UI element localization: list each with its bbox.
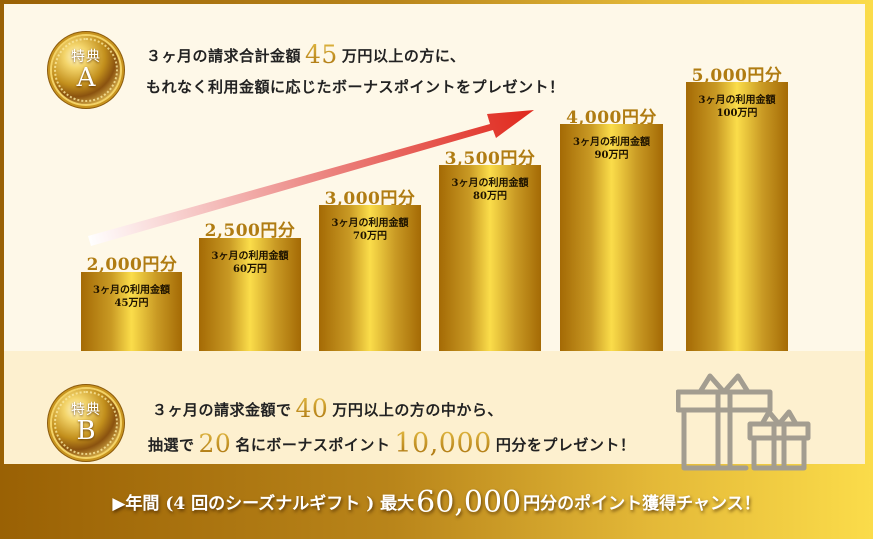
benefit-a-line1: ３ヶ月の請求合計金額 45 万円以上の方に、: [146, 40, 465, 69]
bar-amount: 90万円: [594, 150, 629, 161]
bar-45: 3ヶ月の利用金額 45万円: [81, 272, 182, 351]
points-highlight: 10,000: [394, 428, 492, 459]
amount-highlight: 40: [295, 394, 329, 423]
bar-amount: 80万円: [473, 191, 507, 202]
winners-highlight: 20: [198, 429, 232, 458]
bar-caption: 3ヶ月の利用金額: [451, 178, 529, 189]
bar-value-label: 5,000円分: [691, 66, 783, 86]
text: 万円以上の方の中から、: [332, 401, 503, 419]
text: 万円以上の方に、: [341, 47, 466, 65]
bar-caption: 3ヶ月の利用金額: [573, 137, 650, 148]
bar-value-label: 3,500円分: [444, 149, 536, 169]
bar-amount: 45万円: [114, 298, 149, 309]
bar-amount: 60万円: [233, 264, 267, 275]
bar-value-label: 2,500円分: [204, 221, 296, 241]
text: 円分をプレゼント！: [495, 436, 636, 454]
gift-icon: [676, 373, 811, 471]
max-points-highlight: 60,000: [416, 485, 522, 520]
bar-caption: 3ヶ月の利用金額: [698, 95, 776, 106]
bar-caption: 3ヶ月の利用金額: [331, 218, 409, 229]
text: 名にボーナスポイント: [235, 436, 391, 454]
bar-100: 3ヶ月の利用金額 100万円: [686, 82, 788, 351]
bar-60: 3ヶ月の利用金額 60万円: [199, 238, 301, 351]
bar-90: 3ヶ月の利用金額 90万円: [560, 124, 663, 351]
bar-value-label: 2,000円分: [86, 255, 178, 275]
badge-label: 特典: [71, 402, 101, 418]
bar-value-label: 4,000円分: [566, 108, 657, 128]
bar-amount: 70万円: [353, 231, 387, 242]
text: 円分のポイント獲得チャンス！: [523, 494, 761, 514]
amount-highlight: 45: [305, 40, 338, 69]
text: ３ヶ月の請求金額で: [152, 401, 292, 419]
benefit-b-badge: 特典 B: [52, 389, 120, 457]
benefit-a-line2: もれなく利用金額に応じたボーナスポイントをプレゼント！: [146, 78, 565, 96]
benefit-b-line1: ３ヶ月の請求金額で 40 万円以上の方の中から、: [152, 394, 503, 423]
badge-letter: B: [76, 416, 96, 446]
bar-caption: 3ヶ月の利用金額: [93, 285, 170, 296]
bar-80: 3ヶ月の利用金額 80万円: [439, 165, 541, 351]
bar-70: 3ヶ月の利用金額 70万円: [319, 205, 421, 351]
text: 抽選で: [148, 436, 195, 454]
annual-chance-banner: ▶年間 (4 回のシーズナルギフト ) 最大60,000 円分のポイント獲得チャン…: [0, 485, 873, 520]
text: ３ヶ月の請求合計金額: [146, 47, 302, 65]
bar-value-label: 3,000円分: [324, 189, 416, 209]
bar-amount: 100万円: [716, 108, 758, 119]
benefit-b-line2: 抽選で 20 名にボーナスポイント 10,000 円分をプレゼント！: [148, 428, 635, 459]
benefit-a-badge: 特典 A: [52, 36, 120, 104]
bar-caption: 3ヶ月の利用金額: [211, 251, 289, 262]
text: ▶年間 (4 回のシーズナルギフト ) 最大: [112, 494, 415, 514]
